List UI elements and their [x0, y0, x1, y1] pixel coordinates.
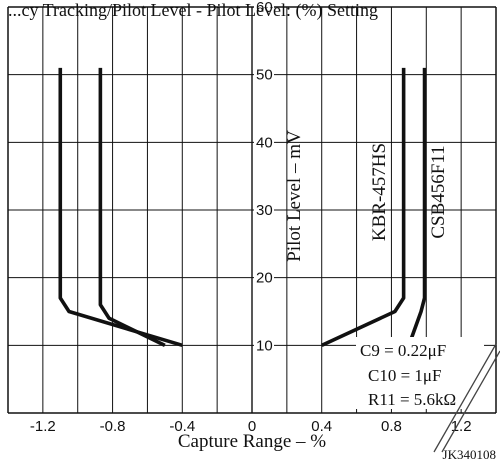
annotation-c9: C9 = 0.22μF	[360, 341, 446, 360]
x-tick-label: 1.2	[451, 418, 472, 435]
series-line	[58, 67, 183, 348]
y-axis-label: Pilot Level – mV	[284, 130, 305, 262]
annotation-r11: R11 = 5.6kΩ	[368, 390, 456, 409]
x-axis-label: Capture Range – %	[178, 431, 326, 452]
x-tick-label: -1.2	[30, 418, 56, 435]
y-tick-label: 40	[256, 134, 273, 151]
y-tick-label: 10	[256, 337, 273, 354]
y-tick-label: 50	[256, 67, 273, 84]
series-line	[98, 67, 166, 347]
y-tick-label: 30	[256, 202, 273, 219]
series-label-kbr: KBR-457HS	[369, 143, 390, 241]
x-tick-label: 0	[248, 418, 256, 435]
x-tick-label: 0.8	[381, 418, 402, 435]
series-line	[407, 67, 427, 346]
y-tick-bg	[254, 65, 274, 84]
annotation-box	[356, 337, 484, 409]
diag-line-1	[433, 343, 497, 453]
y-tick-bg	[254, 201, 274, 219]
x-tick-label: -0.8	[100, 418, 126, 435]
data-lines	[58, 67, 427, 348]
x-tick-label: 0.4	[311, 418, 332, 435]
diag-line-2	[441, 350, 500, 453]
y-tick-bg	[254, 268, 274, 287]
y-tick-bg	[254, 336, 274, 355]
ticks: -1.2 -0.8 -0.4 0 0.4 0.8 1.2 10 20 30 40 50 60	[30, 0, 472, 435]
series-label-csb: CSB456F11	[428, 145, 449, 238]
annotation-c10: C10 = 1μF	[368, 366, 442, 385]
y-tick-label: 20	[256, 270, 273, 287]
y-tick-bg	[254, 133, 274, 152]
series-line	[320, 67, 406, 347]
chart-title: ...cy Tracking/Pilot Level - Pilot Level…	[8, 0, 378, 21]
y-tick-label: 60	[256, 0, 273, 16]
x-tick-label: -0.4	[169, 418, 195, 435]
y-tick-bg	[254, 0, 274, 16]
figure-code: JK340108	[443, 447, 496, 462]
